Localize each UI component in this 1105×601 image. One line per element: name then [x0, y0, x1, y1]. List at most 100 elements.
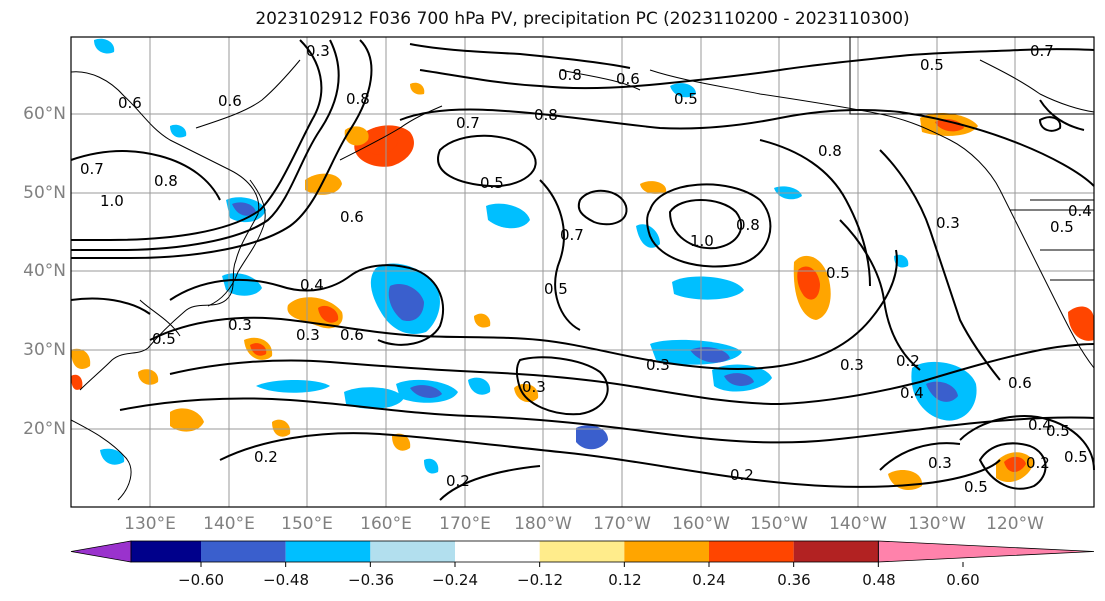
contour-label: 0.2	[446, 472, 470, 490]
contour-label: 1.0	[100, 192, 124, 210]
contour-label: 0.2	[896, 352, 920, 370]
colorbar-tick-label: 0.60	[946, 571, 980, 589]
contour-label: 0.7	[560, 226, 584, 244]
contour-label: 1.0	[690, 232, 714, 250]
precip-patch	[344, 126, 369, 146]
lon-label: 140°W	[829, 514, 887, 534]
precip-patch	[640, 181, 667, 194]
colorbar-tick-label: −0.48	[263, 571, 309, 589]
contour-labels: 0.3 0.8 0.6 0.5 0.7 0.8 0.6 0.8 0.6 0.7 …	[80, 42, 1092, 496]
contour-label: 0.4	[1028, 416, 1052, 434]
lon-label: 120°W	[986, 514, 1044, 534]
contour-label: 0.6	[218, 92, 242, 110]
contour-label: 0.6	[616, 70, 640, 88]
lon-label: 140°E	[203, 514, 255, 534]
lon-label: 130°W	[908, 514, 966, 534]
contour-label: 0.3	[840, 356, 864, 374]
contour-label: 0.8	[534, 106, 558, 124]
contour-label: 0.4	[900, 384, 924, 402]
contour-label: 0.5	[1046, 422, 1070, 440]
contour-label: 0.2	[730, 466, 754, 484]
lon-label: 170°E	[439, 514, 491, 534]
lat-label-60n: 60°N	[23, 104, 66, 124]
colorbar-tick-label: 0.12	[608, 571, 642, 589]
precip-patch	[170, 408, 204, 432]
contour-label: 0.7	[80, 160, 104, 178]
colorbar-cell	[131, 541, 201, 562]
pv-contours	[70, 39, 1095, 501]
contour-label: 0.3	[306, 42, 330, 60]
contour-label: 0.4	[1068, 202, 1092, 220]
colorbar-cell	[624, 541, 709, 562]
colorbar-cell	[709, 541, 794, 562]
precip-patch	[94, 38, 115, 54]
lon-label: 160°E	[360, 514, 412, 534]
lat-label-20n: 20°N	[23, 419, 66, 439]
contour-label: 0.6	[1008, 374, 1032, 392]
contour-label: 0.7	[1030, 42, 1054, 60]
map-title: 2023102912 F036 700 hPa PV, precipitatio…	[255, 9, 910, 29]
colorbar-tick-label: 0.36	[777, 571, 811, 589]
contour-label: 0.3	[646, 356, 670, 374]
precip-patch	[71, 374, 83, 390]
lat-label-40n: 40°N	[23, 261, 66, 281]
lat-label-50n: 50°N	[23, 183, 66, 203]
contour-label: 0.3	[928, 454, 952, 472]
colorbar-cell	[539, 541, 625, 562]
lon-label: 180°W	[514, 514, 572, 534]
precip-patch	[318, 305, 339, 323]
graticule-lines	[71, 37, 1094, 507]
contour-label: 0.3	[228, 316, 252, 334]
colorbar-cell	[285, 541, 371, 562]
contour-label: 0.5	[826, 264, 850, 282]
precip-patch	[424, 458, 439, 474]
contour-label: 0.4	[300, 276, 324, 294]
contour-label: 0.8	[736, 216, 760, 234]
map-border	[70, 36, 1095, 508]
precip-patch	[670, 83, 696, 98]
lon-label: 150°W	[750, 514, 808, 534]
contour-label: 0.5	[152, 330, 176, 348]
colorbar	[70, 540, 1095, 567]
colorbar-outline	[130, 540, 879, 563]
precip-patch	[232, 202, 256, 216]
contour-label: 0.2	[254, 448, 278, 466]
colorbar-extend-low	[70, 540, 132, 563]
precip-patch	[344, 387, 404, 409]
contour-label: 0.5	[964, 478, 988, 496]
lon-label: 160°W	[672, 514, 730, 534]
precip-patch	[926, 381, 958, 402]
precip-patch	[410, 385, 442, 398]
precip-patch	[672, 276, 744, 300]
colorbar-cell	[455, 541, 540, 562]
colorbar-cell	[370, 541, 455, 562]
contour-label: 0.3	[522, 378, 546, 396]
contour-label: 0.6	[340, 208, 364, 226]
contour-label: 0.8	[818, 142, 842, 160]
lat-label-30n: 30°N	[23, 340, 66, 360]
precip-patch	[170, 124, 187, 138]
contour-label: 0.8	[558, 66, 582, 84]
precip-patch	[576, 425, 608, 450]
contour-label: 0.5	[480, 174, 504, 192]
colorbar-tick-label: −0.60	[178, 571, 224, 589]
colorbar-tick-label: −0.36	[348, 571, 394, 589]
precip-patch	[935, 119, 964, 132]
colorbar-cell	[201, 541, 286, 562]
precip-patch	[797, 266, 820, 300]
lon-label: 130°E	[124, 514, 176, 534]
precip-patch	[305, 173, 342, 195]
precip-patch	[474, 313, 491, 328]
contour-label: 0.8	[346, 90, 370, 108]
lon-label: 150°E	[281, 514, 333, 534]
colorbar-tick-label: 0.24	[692, 571, 726, 589]
precip-patch	[256, 380, 330, 393]
precip-patch	[392, 433, 411, 451]
precip-patch	[486, 203, 530, 229]
contour-label: 0.5	[1050, 218, 1074, 236]
precip-patch	[250, 343, 267, 356]
precip-patch	[724, 373, 754, 386]
colorbar-cell	[793, 541, 879, 562]
colorbar-tick-label: −0.12	[517, 571, 563, 589]
